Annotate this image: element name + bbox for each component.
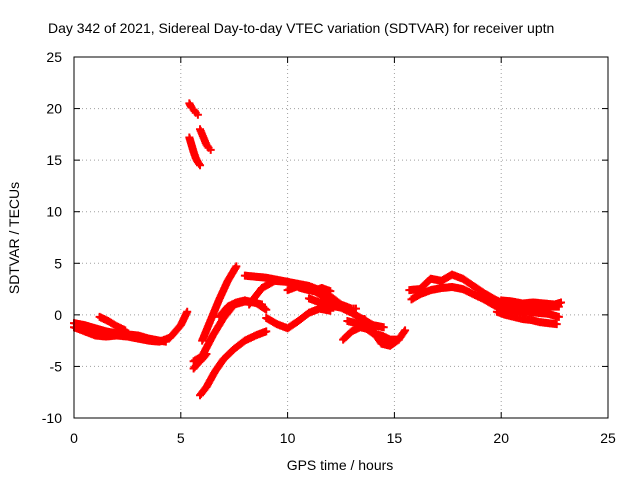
data-series-arc-11 bbox=[215, 296, 266, 321]
data-series-arc-2 bbox=[70, 319, 170, 346]
data-series-arc-5 bbox=[185, 133, 205, 170]
data-point bbox=[394, 335, 403, 344]
x-tick-label: 20 bbox=[493, 430, 509, 446]
x-tick-label: 10 bbox=[280, 430, 296, 446]
data-point bbox=[557, 298, 566, 307]
ticks-layer: 0 5 10 15 20 25 -10 -5 0 5 10 15 20 25 bbox=[42, 49, 616, 446]
data-series-arc-19 bbox=[360, 314, 403, 350]
y-tick-label: 25 bbox=[46, 49, 62, 65]
x-tick-label: 0 bbox=[70, 430, 78, 446]
data-series-arc-14 bbox=[262, 304, 335, 333]
y-tick-label: 10 bbox=[46, 204, 62, 220]
x-tick-label: 15 bbox=[387, 430, 403, 446]
data-point bbox=[552, 320, 561, 329]
data-series-arc-10 bbox=[198, 262, 241, 345]
y-tick-label: 0 bbox=[54, 307, 62, 323]
chart-title: Day 342 of 2021, Sidereal Day-to-day VTE… bbox=[48, 20, 554, 36]
data-point bbox=[262, 305, 271, 314]
data-point bbox=[196, 161, 205, 170]
data-point bbox=[554, 312, 563, 321]
data-series-arc-4 bbox=[185, 99, 202, 119]
data-point bbox=[232, 262, 241, 271]
data-series-arc-22 bbox=[492, 307, 561, 329]
x-tick-label: 25 bbox=[600, 430, 616, 446]
y-axis-label: SDTVAR / TECUs bbox=[6, 182, 22, 294]
labels-layer: Day 342 of 2021, Sidereal Day-to-day VTE… bbox=[6, 20, 554, 473]
grid-layer bbox=[74, 57, 608, 418]
y-tick-label: -10 bbox=[42, 410, 62, 426]
data-point bbox=[193, 110, 202, 119]
data-series-arc-6 bbox=[196, 125, 215, 154]
data-series-arc-23 bbox=[497, 296, 566, 309]
data-point bbox=[161, 337, 170, 346]
data-series-arc-21 bbox=[407, 283, 563, 321]
data-point bbox=[206, 145, 215, 154]
y-tick-label: 20 bbox=[46, 101, 62, 117]
x-tick-label: 5 bbox=[177, 430, 185, 446]
data-point bbox=[121, 326, 130, 335]
plot-frame bbox=[73, 56, 609, 419]
data-points-layer bbox=[70, 99, 566, 400]
y-tick-label: -5 bbox=[50, 358, 63, 374]
data-point bbox=[183, 307, 192, 316]
data-point bbox=[262, 327, 271, 336]
data-point bbox=[202, 350, 211, 359]
data-series-arc-9 bbox=[189, 350, 211, 373]
y-tick-label: 15 bbox=[46, 152, 62, 168]
x-axis-label: GPS time / hours bbox=[287, 457, 394, 473]
data-point bbox=[401, 326, 410, 335]
y-tick-label: 5 bbox=[54, 255, 62, 271]
data-series-arc-8 bbox=[196, 327, 271, 400]
data-point bbox=[379, 323, 388, 332]
data-point bbox=[257, 300, 266, 309]
data-series-arc-3 bbox=[95, 312, 130, 335]
